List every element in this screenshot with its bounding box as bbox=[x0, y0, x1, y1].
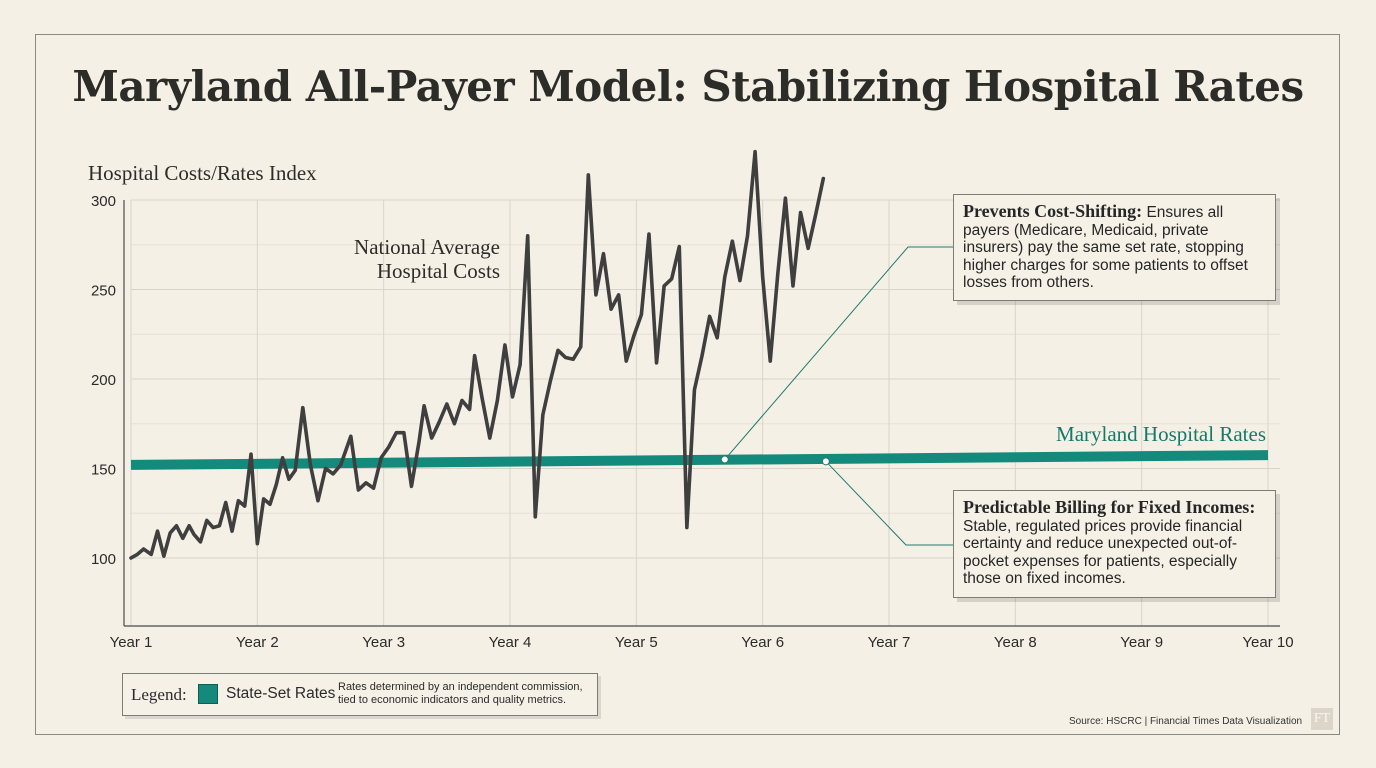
x-tick-label: Year 3 bbox=[362, 634, 405, 651]
national-series-label-line: Hospital Costs bbox=[377, 259, 500, 283]
national-series-label-line: National Average bbox=[354, 235, 500, 259]
leader-line-cost-shifting bbox=[724, 246, 953, 460]
anchor-dot bbox=[821, 457, 830, 466]
y-axis-title: Hospital Costs/Rates Index bbox=[88, 161, 317, 185]
chart-frame bbox=[35, 34, 1340, 735]
x-tick-label: Year 6 bbox=[741, 634, 784, 651]
callout-predictable-billing: Predictable Billing for Fixed Incomes: S… bbox=[953, 490, 1276, 598]
series-labels: National Average Hospital Costs Maryland H… bbox=[354, 235, 1266, 446]
national-series-label: National Average Hospital Costs bbox=[354, 235, 500, 283]
callout-title: Predictable Billing for Fixed Incomes: bbox=[963, 497, 1256, 517]
legend-description: Rates determined by an independent commi… bbox=[338, 681, 583, 706]
callout-title: Prevents Cost-Shifting: bbox=[963, 201, 1143, 221]
legend-swatch bbox=[198, 684, 218, 704]
y-tick-label: 100 bbox=[91, 551, 116, 568]
x-tick-label: Year 4 bbox=[489, 634, 532, 651]
x-tick-label: Year 9 bbox=[1120, 634, 1163, 651]
maryland-series-label: Maryland Hospital Rates bbox=[1056, 422, 1266, 446]
legend-title: Legend: bbox=[131, 685, 187, 704]
x-tick-label: Year 7 bbox=[868, 634, 911, 651]
callout-leader-lines bbox=[724, 246, 953, 546]
x-axis-ticks: Year 1 Year 2 Year 3 Year 4 Year 5 Year 6 Year… bbox=[110, 634, 1294, 651]
y-tick-label: 300 bbox=[91, 193, 116, 210]
y-axis-ticks: 100 150 200 250 300 bbox=[91, 193, 116, 568]
callout-body: Stable, regulated prices provide financi… bbox=[963, 517, 1243, 588]
axes bbox=[123, 200, 1280, 627]
callout-body: Ensures all payers (Medicare, Medicaid, … bbox=[963, 204, 1248, 291]
x-tick-label: Year 1 bbox=[110, 634, 153, 651]
y-tick-label: 250 bbox=[91, 282, 116, 299]
x-tick-label: Year 5 bbox=[615, 634, 658, 651]
callout-cost-shifting: Prevents Cost-Shifting: Ensures all paye… bbox=[953, 194, 1276, 301]
maryland-rates-line bbox=[130, 450, 1269, 470]
x-tick-label: Year 8 bbox=[994, 634, 1037, 651]
source-note: Source: HSCRC | Financial Times Data Vis… bbox=[1069, 716, 1303, 727]
chart-title: Maryland All-Payer Model: Stabilizing Ho… bbox=[72, 62, 1304, 111]
y-tick-label: 150 bbox=[91, 461, 116, 478]
x-tick-label: Year 2 bbox=[236, 634, 279, 651]
national-costs-line bbox=[129, 149, 826, 560]
anchor-dot bbox=[720, 455, 729, 464]
series-layer bbox=[129, 149, 1269, 560]
ft-logo: FT bbox=[1311, 708, 1333, 730]
leader-line-predictable-billing bbox=[825, 460, 953, 546]
x-tick-label: Year 10 bbox=[1242, 634, 1293, 651]
legend-box: Legend: State-Set Rates Rates determined… bbox=[122, 673, 598, 716]
y-tick-label: 200 bbox=[91, 372, 116, 389]
legend-item-label: State-Set Rates bbox=[226, 685, 336, 702]
